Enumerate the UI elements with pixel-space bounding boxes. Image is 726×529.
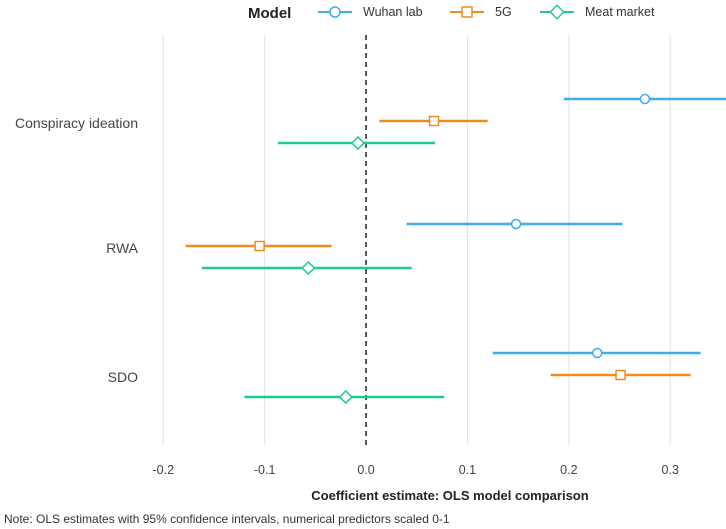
y-category-label: SDO <box>108 369 138 385</box>
point-estimate <box>591 347 603 359</box>
legend-items: Wuhan lab 5G Meat market <box>318 4 655 20</box>
legend-label: 5G <box>495 5 512 19</box>
series-meat-market <box>201 135 445 405</box>
x-tick-label: -0.1 <box>254 463 276 477</box>
point-estimate <box>350 135 366 151</box>
x-tick-label: -0.2 <box>153 463 175 477</box>
series-layer <box>185 93 726 405</box>
legend: Model Wuhan lab 5G Meat market <box>248 4 655 22</box>
legend-item: Meat market <box>540 4 655 20</box>
point-estimate <box>428 115 440 127</box>
diamond-icon <box>549 4 565 20</box>
series-wuhan-lab <box>406 93 726 359</box>
legend-item: Wuhan lab <box>318 5 423 19</box>
legend-title: Model <box>248 5 291 22</box>
x-tick-label: 0.0 <box>357 463 374 477</box>
legend-label: Wuhan lab <box>363 5 423 19</box>
point-estimate <box>639 93 651 105</box>
x-axis-title: Coefficient estimate: OLS model comparis… <box>311 488 588 503</box>
legend-label: Meat market <box>585 5 655 19</box>
y-category-label: RWA <box>106 240 139 256</box>
chart-note: Note: OLS estimates with 95% confidence … <box>4 512 450 526</box>
point-estimate <box>338 389 353 405</box>
point-estimate <box>615 369 626 381</box>
x-tick-label: 0.2 <box>560 463 577 477</box>
x-tick-label: 0.1 <box>459 463 476 477</box>
gridlines <box>162 35 671 445</box>
point-estimate <box>510 218 522 230</box>
circle-icon <box>329 6 341 18</box>
point-estimate <box>301 260 316 276</box>
square-icon <box>461 6 473 18</box>
x-axis-labels: -0.2 -0.1 0.0 0.1 0.2 0.3 <box>153 463 679 477</box>
y-category-label: Conspiracy ideation <box>15 115 138 131</box>
legend-item: 5G <box>450 5 512 19</box>
point-estimate <box>254 240 265 252</box>
x-tick-label: 0.3 <box>662 463 679 477</box>
series-5g <box>185 115 691 381</box>
y-axis-labels: Conspiracy ideation RWA SDO <box>15 115 139 385</box>
